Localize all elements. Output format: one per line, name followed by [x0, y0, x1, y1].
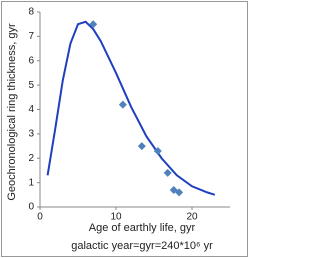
x-axis-label: Age of earthly life, gyr: [89, 222, 196, 234]
fit-curve: [46, 20, 216, 196]
data-point: [118, 100, 127, 109]
y-tick-label: 4: [28, 104, 34, 115]
data-point: [175, 188, 184, 197]
y-tick-label: 5: [28, 80, 34, 91]
y-tick-label: 3: [28, 129, 34, 140]
y-tick-label: 1: [28, 177, 34, 188]
x-tick-label: 20: [186, 212, 198, 223]
data-point: [163, 168, 172, 177]
y-tick-label: 2: [28, 153, 34, 164]
y-tick-label: 7: [28, 31, 34, 42]
chart-border: [1, 1, 248, 257]
y-axis-label: Geochronological ring thickness, gyr: [6, 23, 18, 201]
y-tick-label: 8: [28, 7, 34, 18]
chart: Geochronological ring thickness, gyr Age…: [1, 1, 248, 257]
y-tick-label: 6: [28, 55, 34, 66]
annotation: galactic year=gyr=240*10⁶ yr: [71, 240, 213, 252]
x-tick-label: 10: [110, 212, 122, 223]
data-point: [89, 20, 98, 29]
y-tick-label: 0: [28, 202, 34, 213]
x-tick-label: 0: [37, 212, 43, 223]
data-point: [153, 146, 162, 155]
data-point: [137, 142, 146, 151]
